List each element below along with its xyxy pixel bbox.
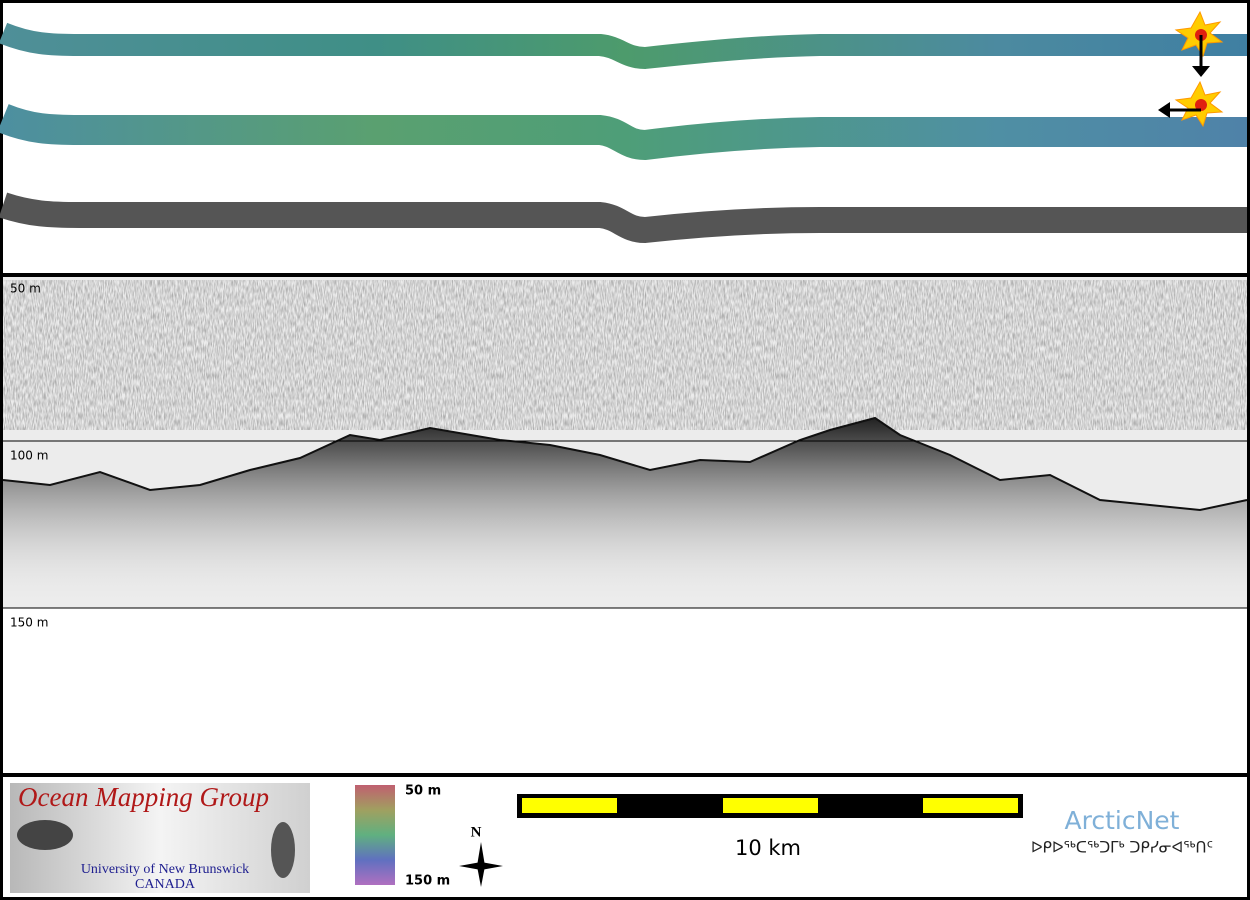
bathymetry-swath — [0, 22, 1247, 70]
colorbar-label: 150 m — [405, 874, 450, 889]
compass: N — [459, 824, 503, 887]
scale-label: 10 km — [735, 836, 801, 860]
logo-university: University of New Brunswick — [81, 862, 249, 877]
compass-label: N — [471, 824, 482, 840]
water-noise — [3, 280, 1247, 430]
seafloor-line — [2, 416, 1248, 512]
colorbar — [355, 785, 395, 885]
depth-label: 100 m — [10, 449, 48, 463]
arcticnet-name: ArcticNet — [1065, 806, 1180, 835]
scale-bar: 10 km — [517, 794, 1023, 860]
logo-graphic — [271, 822, 295, 878]
logo-title: Ocean Mapping Group — [18, 782, 269, 812]
sub-bottom-echo — [3, 418, 1247, 608]
depth-label: 150 m — [10, 616, 48, 630]
depth-label: 50 m — [10, 282, 41, 296]
compass-star — [459, 862, 503, 870]
arcticnet-syllabics: ᐅᑭᐅᖅᑕᖅᑐᒥᒃ ᑐᑭᓯᓂᐊᖅᑎᑦ — [1031, 839, 1213, 857]
colorbar-label: 50 m — [405, 784, 441, 799]
logo-country: CANADA — [135, 877, 196, 892]
omg-logo: Ocean Mapping Group University of New Br… — [10, 782, 310, 893]
event-icon — [1158, 10, 1224, 128]
backscatter-swath — [0, 192, 1247, 244]
bathymetry-swath — [0, 103, 1247, 161]
logo-graphic — [17, 820, 73, 850]
